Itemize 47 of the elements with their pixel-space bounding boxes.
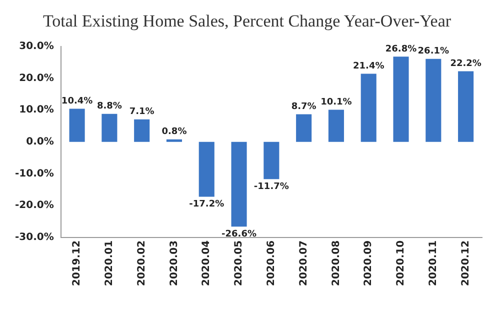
x-tick-label: 2020.07: [298, 240, 310, 286]
bar: [328, 110, 344, 142]
data-label: 21.4%: [352, 62, 384, 72]
data-label: 8.7%: [291, 102, 316, 112]
y-tick-label: -20.0%: [15, 200, 54, 212]
x-tick-label: 2020.11: [428, 240, 439, 286]
y-tick-label: 0.0%: [26, 136, 54, 148]
data-label: -11.7%: [254, 182, 289, 192]
x-tick-label: 2020.01: [104, 240, 116, 286]
bar: [69, 108, 85, 142]
bar: [102, 114, 118, 142]
x-tick-label: 2020.06: [266, 240, 278, 286]
chart-title: Total Existing Home Sales, Percent Change Year-Over-Year: [42, 12, 452, 31]
data-label: 8.8%: [96, 102, 122, 112]
data-label: -17.2%: [189, 200, 224, 210]
y-tick-label: 20.0%: [19, 72, 54, 84]
x-tick-label: 2020.05: [234, 240, 245, 286]
y-tick-label: 30.0%: [19, 40, 54, 52]
bar: [426, 58, 442, 142]
y-tick-label: 10.0%: [19, 104, 54, 116]
x-tick-label: 2019.12: [72, 240, 83, 286]
x-tick-label: 2020.10: [396, 240, 407, 286]
data-label: -26.6%: [222, 229, 257, 240]
bar: [393, 56, 409, 142]
x-tick-label: 2020.04: [201, 240, 212, 286]
bar: [231, 142, 247, 227]
data-label: 26.8%: [385, 44, 417, 54]
data-label: 10.4%: [61, 96, 93, 107]
bar: [458, 71, 474, 142]
x-tick-label: 2020.02: [136, 240, 148, 286]
data-label: 7.1%: [129, 107, 154, 118]
y-tick-label: -10.0%: [15, 168, 54, 180]
x-tick-label: 2020.08: [330, 240, 342, 286]
x-tick-label: 2020.03: [168, 240, 180, 286]
x-tick-label: 2020.09: [363, 240, 374, 286]
bar: [360, 74, 376, 142]
x-tick-label: 2020.12: [460, 240, 472, 286]
bar: [166, 139, 182, 142]
data-label: 0.8%: [162, 127, 187, 138]
bar: [296, 114, 312, 142]
data-label: 26.1%: [418, 46, 450, 57]
y-tick-label: -30.0%: [15, 232, 54, 244]
data-label: 10.1%: [320, 98, 352, 108]
bar: [264, 142, 280, 180]
bar: [198, 142, 214, 197]
bar: [134, 119, 150, 142]
data-label: 22.2%: [450, 59, 482, 70]
